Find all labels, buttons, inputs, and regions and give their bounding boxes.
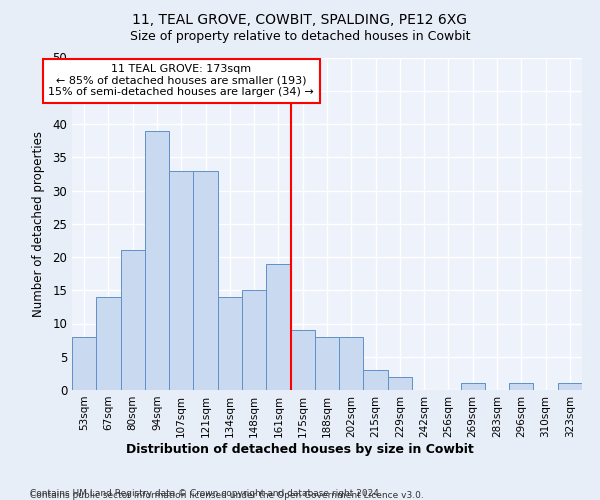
Bar — [388, 376, 412, 390]
Bar — [339, 337, 364, 390]
Text: Contains HM Land Registry data © Crown copyright and database right 2024.: Contains HM Land Registry data © Crown c… — [30, 488, 382, 498]
Bar — [290, 330, 315, 390]
Bar — [461, 384, 485, 390]
Bar — [145, 130, 169, 390]
Bar — [242, 290, 266, 390]
Bar — [218, 297, 242, 390]
Bar — [169, 170, 193, 390]
Bar — [315, 337, 339, 390]
Bar — [121, 250, 145, 390]
Bar — [72, 337, 96, 390]
Text: Contains public sector information licensed under the Open Government Licence v3: Contains public sector information licen… — [30, 491, 424, 500]
Text: Size of property relative to detached houses in Cowbit: Size of property relative to detached ho… — [130, 30, 470, 43]
Bar — [96, 297, 121, 390]
Bar — [193, 170, 218, 390]
Text: Distribution of detached houses by size in Cowbit: Distribution of detached houses by size … — [126, 442, 474, 456]
Y-axis label: Number of detached properties: Number of detached properties — [32, 130, 46, 317]
Bar — [364, 370, 388, 390]
Text: 11, TEAL GROVE, COWBIT, SPALDING, PE12 6XG: 11, TEAL GROVE, COWBIT, SPALDING, PE12 6… — [133, 12, 467, 26]
Text: 11 TEAL GROVE: 173sqm
← 85% of detached houses are smaller (193)
15% of semi-det: 11 TEAL GROVE: 173sqm ← 85% of detached … — [49, 64, 314, 98]
Bar — [558, 384, 582, 390]
Bar — [509, 384, 533, 390]
Bar — [266, 264, 290, 390]
